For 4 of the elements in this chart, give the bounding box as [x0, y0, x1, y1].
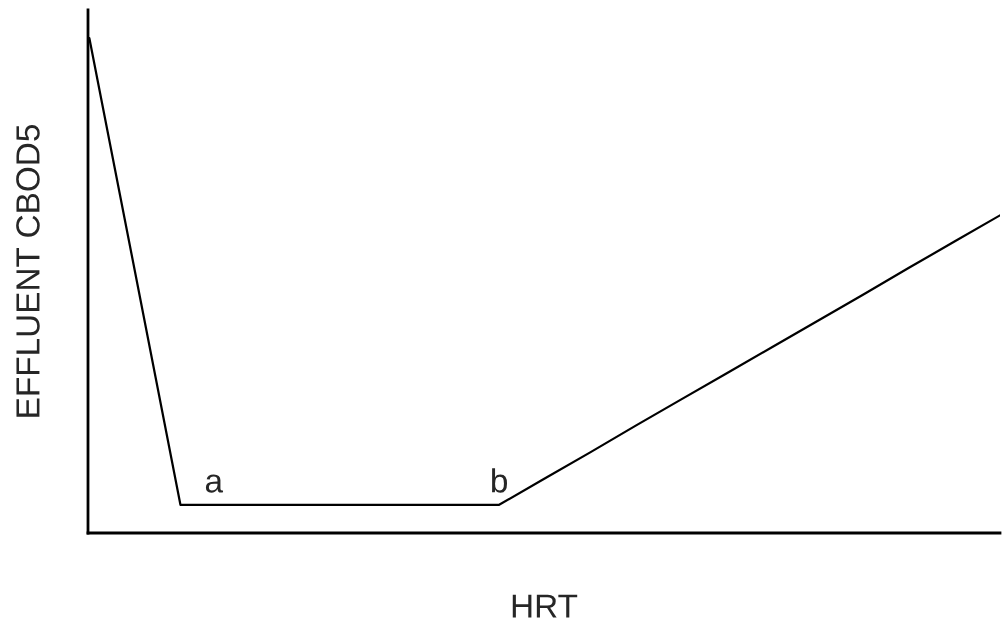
annotation: a	[205, 474, 224, 493]
x-axis-title: HRT	[512, 594, 578, 618]
annotation: b	[492, 468, 508, 493]
y-axis-title: EFFLUENT CBOD5	[16, 125, 40, 417]
